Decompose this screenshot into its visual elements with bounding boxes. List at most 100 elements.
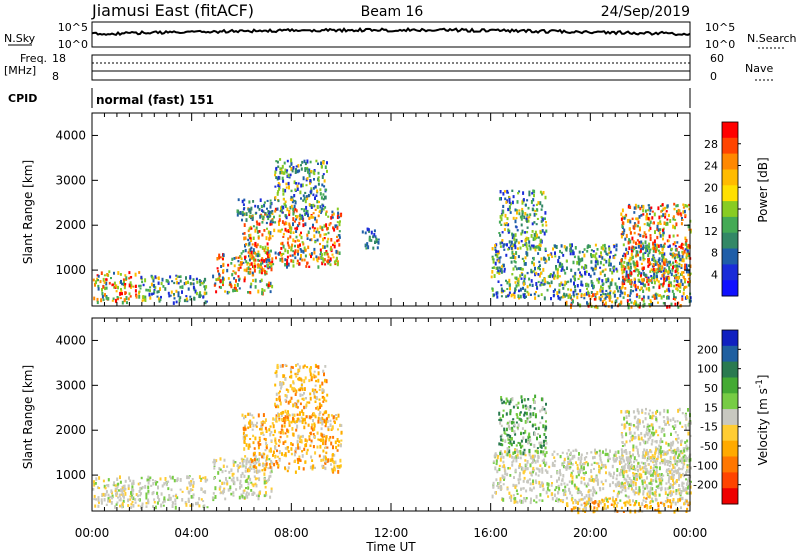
echo-cell	[294, 393, 297, 396]
echo-cell	[321, 207, 324, 210]
echo-cell	[280, 168, 283, 172]
echo-cell	[299, 420, 302, 423]
echo-cell	[327, 237, 330, 241]
echo-cell	[532, 412, 535, 417]
echo-cell	[688, 208, 691, 211]
echo-cell	[561, 478, 564, 482]
echo-cell	[673, 284, 676, 288]
echo-cell	[313, 227, 316, 230]
echo-cell	[495, 291, 498, 296]
echo-cell	[300, 438, 303, 443]
colorbar-swatch	[722, 153, 738, 170]
echo-cell	[648, 436, 651, 440]
echo-cell	[237, 260, 240, 263]
echo-cell	[287, 262, 290, 267]
echo-cell	[119, 291, 122, 296]
echo-cell	[518, 190, 521, 193]
echo-cell	[340, 439, 343, 442]
echo-cell	[563, 465, 565, 469]
echo-cell	[523, 413, 526, 417]
echo-cell	[662, 474, 665, 477]
echo-cell	[222, 263, 225, 267]
echo-cell	[629, 439, 631, 443]
echo-cell	[245, 268, 248, 273]
echo-cell	[671, 425, 674, 428]
echo-cell	[254, 228, 257, 233]
echo-cell	[306, 237, 309, 240]
echo-cell	[590, 497, 593, 502]
echo-cell	[583, 253, 586, 258]
echo-cell	[370, 239, 373, 242]
echo-cell	[617, 483, 620, 487]
echo-cell	[545, 229, 548, 233]
echo-cell	[580, 294, 583, 298]
echo-cell	[521, 273, 524, 276]
echo-cell	[317, 365, 320, 370]
echo-cell	[298, 365, 301, 370]
echo-cell	[528, 240, 531, 244]
echo-cell	[671, 472, 674, 476]
echo-cell	[590, 253, 592, 257]
echo-cell	[635, 217, 638, 221]
echo-cell	[556, 268, 559, 271]
echo-cell	[324, 462, 327, 465]
echo-cell	[531, 461, 534, 464]
echo-cell	[689, 485, 692, 489]
echo-cell	[326, 244, 329, 248]
echo-cell	[254, 482, 257, 486]
echo-cell	[186, 475, 189, 480]
echo-cell	[612, 267, 615, 270]
echo-cell	[637, 454, 640, 458]
echo-cell	[535, 223, 538, 226]
echo-cell	[320, 165, 323, 169]
echo-cell	[154, 275, 157, 279]
echo-cell	[576, 295, 579, 300]
echo-cell	[214, 460, 217, 464]
echo-cell	[293, 220, 296, 223]
echo-cell	[624, 275, 627, 280]
echo-cell	[315, 365, 318, 368]
echo-cell	[517, 478, 520, 482]
echo-cell	[274, 170, 277, 174]
echo-cell	[261, 246, 264, 250]
echo-cell	[259, 427, 261, 431]
echo-cell	[516, 229, 519, 232]
echo-cell	[518, 209, 521, 212]
echo-cell	[583, 293, 586, 297]
echo-cell	[266, 199, 269, 202]
echo-cell	[640, 213, 643, 217]
echo-cell	[523, 497, 526, 500]
echo-cell	[247, 270, 250, 275]
echo-cell	[537, 280, 540, 283]
echo-cell	[627, 495, 630, 499]
echo-cell	[313, 423, 316, 428]
echo-cell	[513, 423, 516, 427]
echo-cell	[633, 206, 636, 210]
echo-cell	[612, 268, 615, 273]
echo-cell	[162, 285, 165, 288]
echo-cell	[326, 393, 329, 397]
echo-cell	[687, 283, 690, 287]
echo-cell	[534, 245, 536, 249]
echo-cell	[585, 282, 588, 286]
echo-cell	[321, 420, 324, 424]
echo-cell	[620, 217, 623, 221]
echo-cell	[297, 249, 300, 253]
echo-cell	[598, 465, 601, 469]
echo-cell	[579, 470, 581, 474]
echo-cell	[145, 288, 148, 292]
echo-cell	[290, 195, 293, 199]
echo-cell	[332, 435, 335, 439]
echo-cell	[288, 222, 291, 226]
echo-cell	[615, 267, 618, 271]
echo-cell	[140, 505, 142, 510]
echo-cell	[275, 160, 278, 163]
echo-cell	[232, 288, 235, 293]
echo-cell	[516, 200, 519, 204]
freq-frame	[91, 54, 691, 81]
echo-cell	[644, 240, 647, 244]
echo-cell	[559, 472, 562, 477]
echo-cell	[275, 397, 278, 402]
echo-cell	[300, 197, 302, 200]
